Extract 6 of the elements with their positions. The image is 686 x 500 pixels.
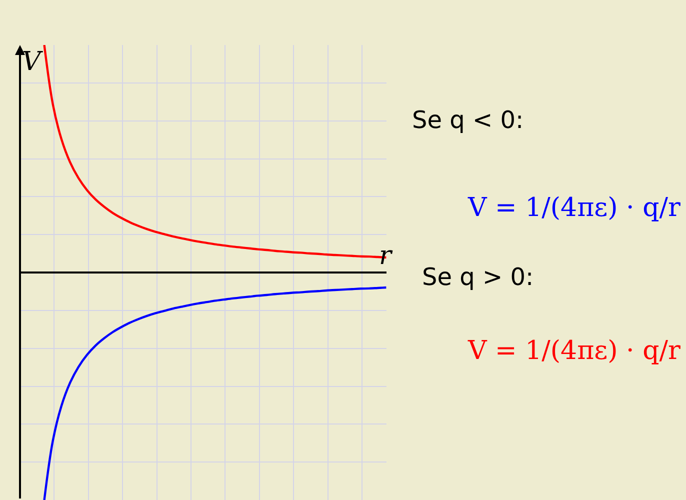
text: Se q < 0: [412, 106, 524, 134]
text: V = 1/(4πε) · q/r [467, 193, 681, 223]
text: V = 1/(4πε) · q/r [467, 336, 681, 366]
text: Se q > 0: [422, 263, 534, 291]
y-axis-title: V [22, 47, 43, 77]
x-axis-title: r [379, 241, 393, 271]
